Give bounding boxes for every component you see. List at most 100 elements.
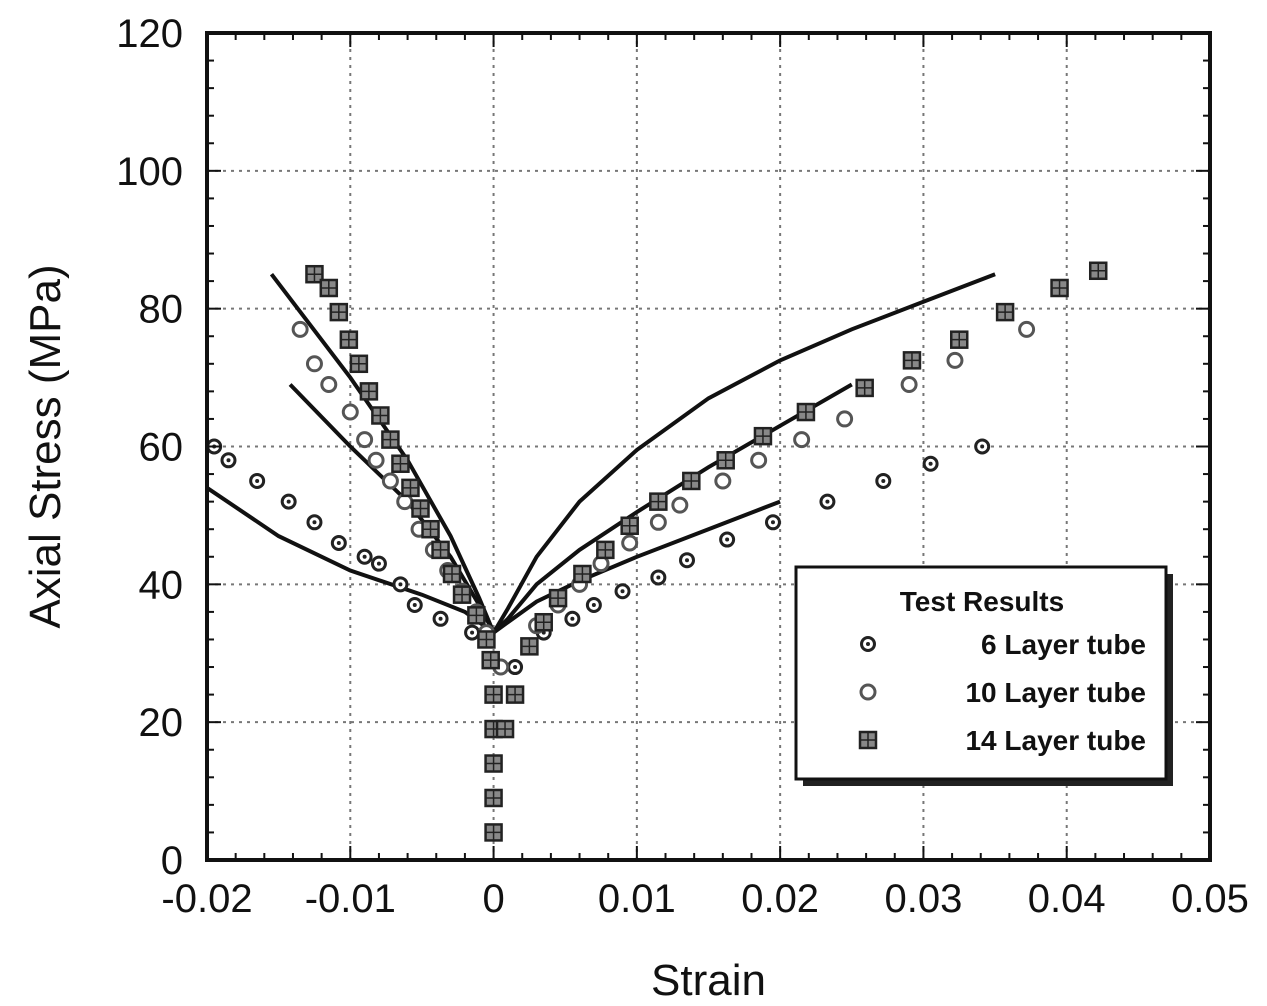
data-point bbox=[484, 823, 503, 842]
data-point bbox=[467, 606, 486, 625]
data-point bbox=[371, 406, 390, 425]
data-point bbox=[946, 351, 964, 369]
data-point bbox=[481, 650, 500, 670]
data-point bbox=[819, 493, 836, 510]
data-point bbox=[421, 519, 440, 539]
data-point bbox=[507, 659, 524, 676]
data-point bbox=[796, 402, 816, 422]
data-point bbox=[349, 354, 369, 374]
data-point bbox=[484, 685, 503, 704]
data-point bbox=[716, 451, 735, 470]
data-point bbox=[719, 531, 736, 548]
data-point bbox=[585, 597, 602, 614]
data-point bbox=[329, 302, 349, 322]
data-point bbox=[564, 610, 581, 627]
data-point bbox=[750, 451, 768, 469]
data-point bbox=[650, 569, 667, 586]
data-point bbox=[548, 588, 568, 608]
data-point bbox=[793, 431, 811, 449]
data-point bbox=[370, 555, 387, 572]
data-point bbox=[505, 685, 525, 704]
data-point bbox=[836, 410, 854, 428]
legend-marker bbox=[858, 730, 878, 750]
legend-box bbox=[794, 565, 1168, 781]
data-point bbox=[341, 403, 359, 421]
data-markers bbox=[206, 261, 1108, 842]
data-point bbox=[902, 351, 922, 370]
data-point bbox=[291, 320, 309, 338]
data-point bbox=[621, 534, 639, 552]
legend-entry-label: 14 Layer tube bbox=[965, 725, 1146, 756]
legend-marker bbox=[859, 683, 877, 701]
data-point bbox=[220, 452, 237, 469]
data-point bbox=[411, 499, 430, 518]
data-point bbox=[1018, 320, 1036, 338]
data-point bbox=[679, 552, 696, 569]
data-point bbox=[381, 472, 399, 490]
data-point bbox=[401, 478, 420, 498]
data-point bbox=[753, 426, 773, 446]
data-point bbox=[649, 513, 667, 531]
data-point bbox=[359, 382, 379, 401]
y-tick-label: 80 bbox=[139, 288, 184, 332]
data-point bbox=[452, 585, 472, 604]
data-point bbox=[280, 493, 297, 510]
data-point bbox=[391, 454, 410, 473]
x-tick-label: 0.04 bbox=[1028, 877, 1106, 921]
y-axis-label: Axial Stress (MPa) bbox=[21, 264, 70, 628]
data-point bbox=[464, 624, 481, 641]
data-point bbox=[484, 788, 503, 808]
data-point bbox=[900, 375, 918, 393]
legend-entries: 6 Layer tube 10 Layer tube 14 Layer tube bbox=[858, 629, 1146, 756]
legend-entry-label: 6 Layer tube bbox=[981, 629, 1146, 660]
data-point bbox=[855, 378, 874, 398]
data-point bbox=[356, 431, 374, 449]
data-point bbox=[714, 472, 732, 490]
data-point bbox=[305, 355, 323, 373]
data-point bbox=[495, 719, 515, 739]
data-point bbox=[875, 472, 892, 489]
data-point bbox=[381, 430, 400, 449]
data-point bbox=[330, 534, 347, 551]
x-tick-label: 0.05 bbox=[1171, 877, 1249, 921]
x-tick-label: -0.01 bbox=[305, 877, 396, 921]
data-point bbox=[614, 583, 631, 600]
data-point bbox=[764, 514, 781, 531]
data-point bbox=[596, 540, 615, 560]
x-tick-label: 0.02 bbox=[741, 877, 819, 921]
data-point bbox=[671, 496, 689, 514]
y-tick-labels: 0 20 40 60 80 100 120 bbox=[116, 12, 183, 883]
data-point bbox=[431, 540, 450, 560]
data-point bbox=[484, 754, 503, 773]
x-tick-label: -0.02 bbox=[161, 877, 252, 921]
y-tick-label: 120 bbox=[116, 12, 183, 56]
data-point bbox=[1088, 261, 1108, 281]
data-point bbox=[477, 630, 496, 649]
data-point bbox=[950, 330, 969, 349]
data-point bbox=[649, 492, 668, 511]
data-point bbox=[306, 514, 323, 531]
data-point bbox=[367, 451, 385, 469]
data-point bbox=[249, 472, 266, 489]
fit-curve bbox=[269, 272, 496, 634]
y-tick-label: 20 bbox=[139, 701, 184, 745]
legend-marker bbox=[860, 636, 876, 652]
data-point bbox=[432, 610, 449, 627]
data-point bbox=[319, 278, 339, 298]
data-point bbox=[339, 330, 359, 349]
data-point bbox=[406, 597, 423, 614]
data-point bbox=[995, 302, 1015, 322]
y-tick-label: 0 bbox=[161, 839, 183, 883]
data-point bbox=[520, 637, 539, 656]
axis-ticks bbox=[206, 32, 1211, 861]
x-tick-label: 0.03 bbox=[884, 877, 962, 921]
data-point bbox=[356, 548, 373, 565]
fit-curve bbox=[491, 272, 996, 634]
data-point bbox=[922, 455, 939, 472]
data-point bbox=[392, 576, 409, 593]
y-tick-label: 60 bbox=[139, 426, 184, 470]
data-point bbox=[442, 564, 462, 584]
x-axis-label: Strain bbox=[651, 956, 766, 1005]
data-point bbox=[1050, 278, 1069, 298]
x-tick-label: 0.01 bbox=[598, 877, 676, 921]
